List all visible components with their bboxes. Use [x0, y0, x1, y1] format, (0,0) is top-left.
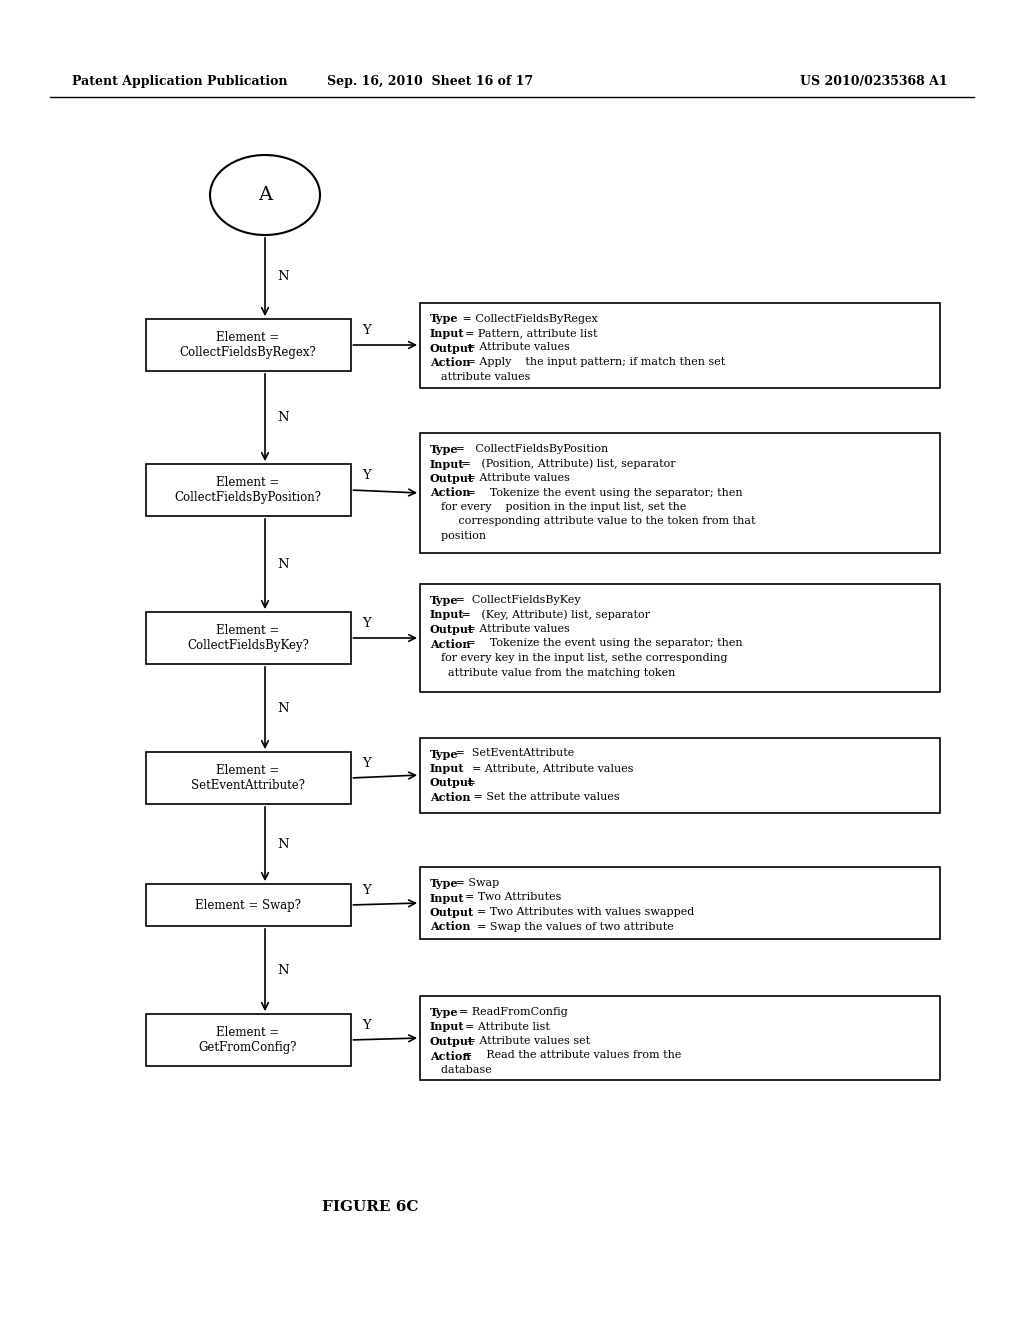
- Text: position: position: [434, 531, 486, 541]
- Text: Type: Type: [430, 1007, 459, 1018]
- Text: = CollectFieldsByRegex: = CollectFieldsByRegex: [452, 314, 598, 323]
- Text: Y: Y: [362, 884, 372, 898]
- Text: US 2010/0235368 A1: US 2010/0235368 A1: [800, 75, 947, 88]
- Text: Output: Output: [430, 777, 474, 788]
- Text: N: N: [278, 557, 289, 570]
- Bar: [145, 884, 350, 927]
- Text: =    Tokenize the event using the separator; then: = Tokenize the event using the separator…: [463, 487, 742, 498]
- Bar: [420, 738, 940, 813]
- Text: N: N: [278, 411, 289, 424]
- Bar: [145, 465, 350, 516]
- Text: = Attribute, Attribute values: = Attribute, Attribute values: [458, 763, 633, 774]
- Text: Action: Action: [430, 487, 470, 499]
- Text: Type: Type: [430, 878, 459, 888]
- Text: Output: Output: [430, 624, 474, 635]
- Bar: [420, 867, 940, 939]
- Text: Element =
CollectFieldsByPosition?: Element = CollectFieldsByPosition?: [174, 477, 322, 504]
- Text: =  CollectFieldsByKey: = CollectFieldsByKey: [452, 595, 581, 605]
- Text: = Set the attribute values: = Set the attribute values: [463, 792, 620, 803]
- Text: Output: Output: [430, 473, 474, 484]
- Text: Type: Type: [430, 314, 459, 325]
- Text: = Pattern, attribute list: = Pattern, attribute list: [458, 327, 597, 338]
- Text: Element =
CollectFieldsByRegex?: Element = CollectFieldsByRegex?: [179, 331, 316, 359]
- Text: Input: Input: [430, 763, 465, 774]
- Bar: [145, 319, 350, 371]
- Text: =    Read the attribute values from the: = Read the attribute values from the: [463, 1051, 681, 1060]
- Bar: [420, 433, 940, 553]
- Text: Input: Input: [430, 458, 465, 470]
- Text: Input: Input: [430, 1022, 465, 1032]
- Text: Action: Action: [430, 1051, 470, 1061]
- Bar: [145, 752, 350, 804]
- Text: Output: Output: [430, 907, 474, 917]
- Text: = Swap: = Swap: [452, 878, 500, 888]
- Text: Y: Y: [362, 616, 372, 630]
- Text: N: N: [278, 701, 289, 714]
- Text: Element = Swap?: Element = Swap?: [195, 899, 301, 912]
- Text: = Two Attributes: = Two Attributes: [458, 892, 561, 903]
- Text: Y: Y: [362, 469, 372, 482]
- Text: FIGURE 6C: FIGURE 6C: [322, 1200, 418, 1214]
- Text: Type: Type: [430, 595, 459, 606]
- Text: Y: Y: [362, 323, 372, 337]
- Text: Type: Type: [430, 748, 459, 759]
- Text: N: N: [278, 964, 289, 977]
- Text: Output: Output: [430, 342, 474, 354]
- Text: Type: Type: [430, 444, 459, 455]
- Text: Action: Action: [430, 356, 470, 368]
- Bar: [420, 302, 940, 388]
- Text: database: database: [434, 1065, 492, 1074]
- Text: Element =
SetEventAttribute?: Element = SetEventAttribute?: [191, 764, 305, 792]
- Text: = Attribute values: = Attribute values: [463, 473, 570, 483]
- Bar: [420, 997, 940, 1080]
- Text: Action: Action: [430, 639, 470, 649]
- Text: Input: Input: [430, 892, 465, 903]
- Text: N: N: [278, 271, 289, 284]
- Text: corresponding attribute value to the token from that: corresponding attribute value to the tok…: [434, 516, 756, 527]
- Text: Action: Action: [430, 921, 470, 932]
- Text: = Attribute values: = Attribute values: [463, 342, 570, 352]
- Text: Input: Input: [430, 327, 465, 339]
- Text: =: =: [463, 777, 476, 788]
- Text: for every key in the input list, sethe corresponding: for every key in the input list, sethe c…: [434, 653, 727, 663]
- Text: Element =
CollectFieldsByKey?: Element = CollectFieldsByKey?: [187, 624, 309, 652]
- Text: = Attribute values set: = Attribute values set: [463, 1036, 590, 1045]
- Bar: [420, 583, 940, 692]
- Text: Sep. 16, 2010  Sheet 16 of 17: Sep. 16, 2010 Sheet 16 of 17: [327, 75, 534, 88]
- Text: =   (Position, Attribute) list, separator: = (Position, Attribute) list, separator: [458, 458, 675, 469]
- Text: =   CollectFieldsByPosition: = CollectFieldsByPosition: [452, 444, 608, 454]
- Text: =    Tokenize the event using the separator; then: = Tokenize the event using the separator…: [463, 639, 742, 648]
- Text: Output: Output: [430, 1036, 474, 1047]
- Text: Input: Input: [430, 610, 465, 620]
- Text: Patent Application Publication: Patent Application Publication: [72, 75, 288, 88]
- Bar: [145, 612, 350, 664]
- Text: for every    position in the input list, set the: for every position in the input list, se…: [434, 502, 686, 512]
- Text: Y: Y: [362, 756, 372, 770]
- Text: attribute value from the matching token: attribute value from the matching token: [434, 668, 676, 677]
- Text: = Attribute list: = Attribute list: [458, 1022, 549, 1031]
- Text: Y: Y: [362, 1019, 372, 1032]
- Text: A: A: [258, 186, 272, 205]
- Text: attribute values: attribute values: [434, 371, 530, 381]
- Text: =  SetEventAttribute: = SetEventAttribute: [452, 748, 574, 759]
- Text: = ReadFromConfig: = ReadFromConfig: [452, 1007, 567, 1016]
- Text: = Apply    the input pattern; if match then set: = Apply the input pattern; if match then…: [463, 356, 725, 367]
- Text: = Swap the values of two attribute: = Swap the values of two attribute: [463, 921, 674, 932]
- Bar: [145, 1014, 350, 1067]
- Text: Action: Action: [430, 792, 470, 803]
- Text: = Two Attributes with values swapped: = Two Attributes with values swapped: [463, 907, 694, 917]
- Text: N: N: [278, 837, 289, 850]
- Text: = Attribute values: = Attribute values: [463, 624, 570, 634]
- Text: =   (Key, Attribute) list, separator: = (Key, Attribute) list, separator: [458, 610, 649, 620]
- Text: Element =
GetFromConfig?: Element = GetFromConfig?: [199, 1026, 297, 1053]
